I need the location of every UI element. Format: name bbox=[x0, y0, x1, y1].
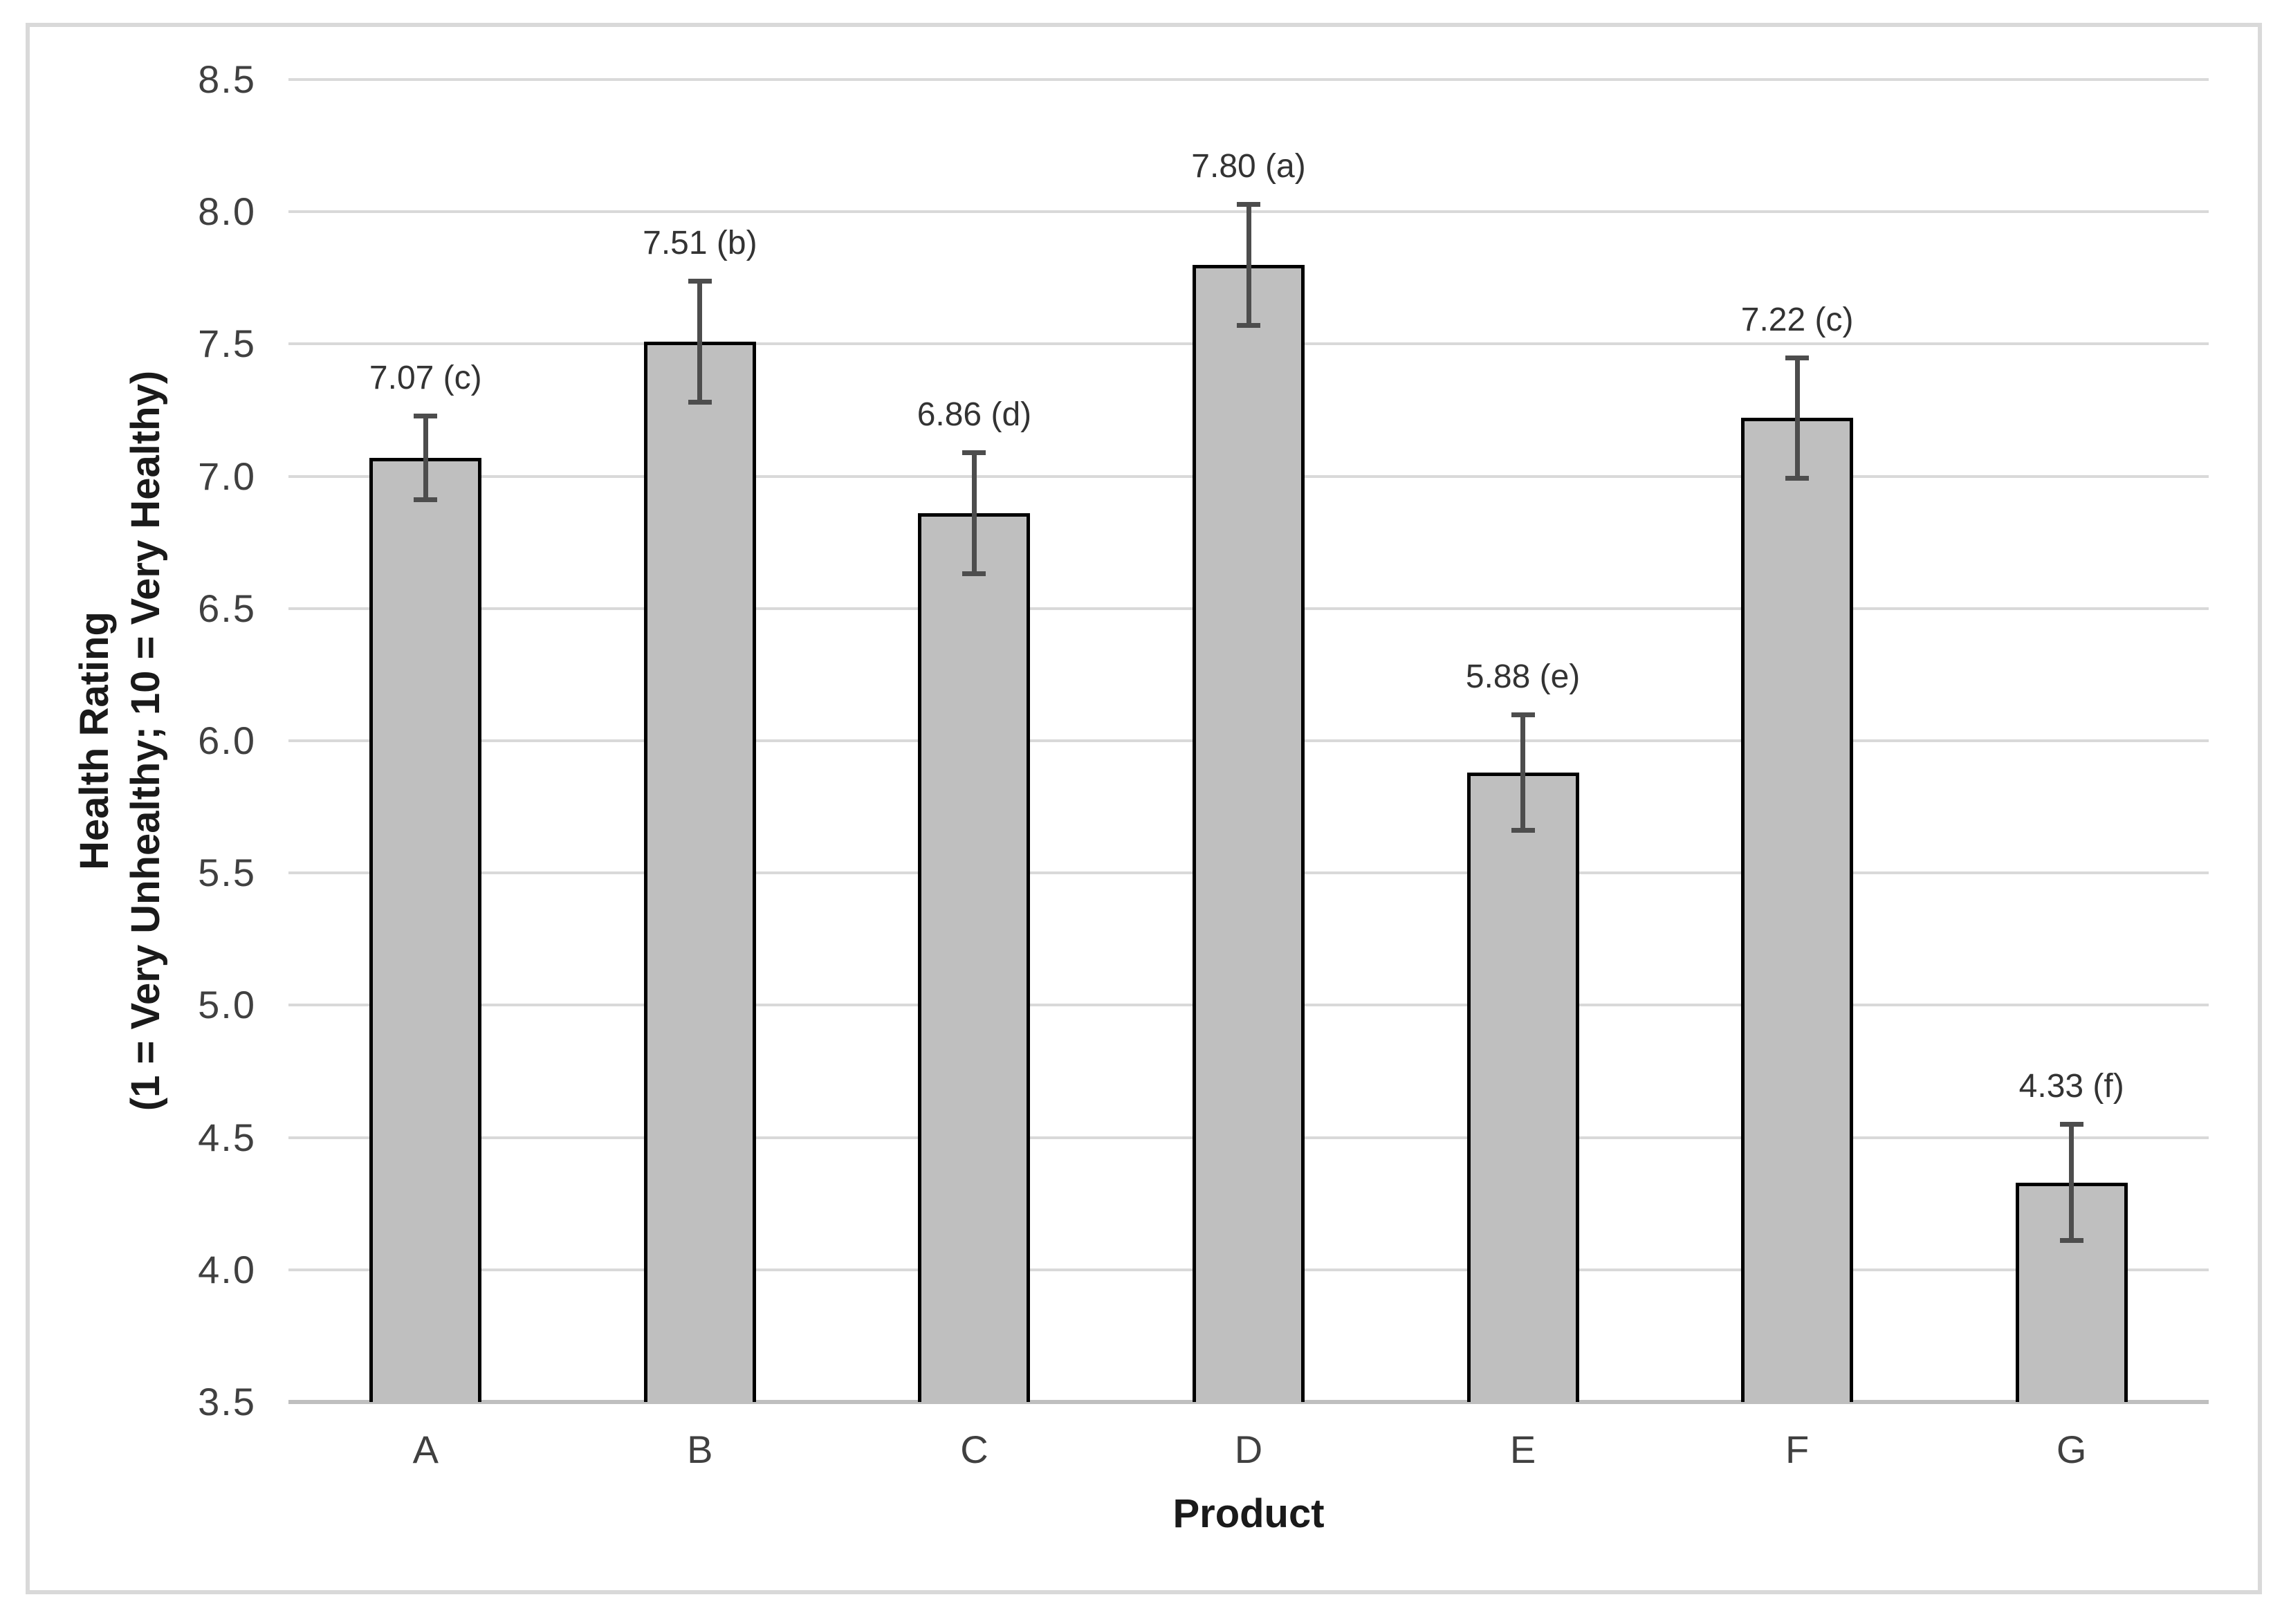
y-tick-label: 6.5 bbox=[198, 586, 256, 630]
bar-d bbox=[1193, 264, 1305, 1402]
y-tick-label: 8.5 bbox=[198, 57, 256, 101]
x-axis-line bbox=[288, 1400, 2209, 1404]
bar-f bbox=[1741, 418, 1854, 1402]
error-bar bbox=[1511, 712, 1535, 833]
bar-c bbox=[918, 513, 1031, 1402]
y-tick-label: 6.0 bbox=[198, 719, 256, 762]
bar-value-label: 5.88 (e) bbox=[1465, 658, 1581, 695]
error-bar-stem bbox=[697, 278, 703, 405]
y-tick-label: 3.5 bbox=[198, 1380, 256, 1423]
error-bar-stem bbox=[1794, 355, 1800, 481]
bar-a bbox=[369, 457, 482, 1402]
bar-value-label: 7.07 (c) bbox=[369, 359, 482, 396]
x-category-label: D bbox=[1234, 1428, 1263, 1471]
error-bar-stem bbox=[1520, 712, 1526, 833]
error-bar-stem bbox=[2069, 1122, 2074, 1243]
x-category-label: G bbox=[2056, 1428, 2087, 1471]
bar-e bbox=[1466, 772, 1579, 1402]
chart-outer-border bbox=[26, 23, 2262, 1594]
bar-value-label: 7.51 (b) bbox=[643, 224, 757, 261]
y-axis-title-line2: (1 = Very Unhealthy; 10 = Very Healthy) bbox=[123, 370, 168, 1111]
bar-value-label: 7.22 (c) bbox=[1740, 301, 1854, 338]
y-tick-label: 4.5 bbox=[198, 1115, 256, 1159]
y-tick-label: 5.5 bbox=[198, 851, 256, 895]
y-axis-title-line1: Health Rating bbox=[72, 611, 117, 870]
error-bar bbox=[1785, 355, 1810, 481]
x-axis-title: Product bbox=[1172, 1491, 1325, 1536]
bar-value-label: 4.33 (f) bbox=[2018, 1068, 2124, 1105]
gridline bbox=[288, 78, 2209, 81]
y-tick-label: 8.0 bbox=[198, 190, 256, 234]
y-axis-title: Health Rating (1 = Very Unhealthy; 10 = … bbox=[69, 80, 173, 1402]
bar-value-label: 6.86 (d) bbox=[917, 396, 1032, 434]
error-bar bbox=[1237, 201, 1260, 328]
y-tick-label: 7.0 bbox=[198, 454, 256, 498]
error-bar-stem bbox=[1246, 201, 1251, 328]
error-bar bbox=[2059, 1122, 2083, 1243]
error-bar bbox=[414, 413, 438, 502]
x-category-label: C bbox=[960, 1428, 988, 1471]
error-bar-stem bbox=[423, 413, 428, 502]
y-tick-label: 4.0 bbox=[198, 1247, 256, 1291]
x-category-label: A bbox=[412, 1428, 439, 1471]
bar-b bbox=[643, 341, 756, 1402]
y-tick-label: 5.0 bbox=[198, 983, 256, 1027]
y-tick-label: 7.5 bbox=[198, 322, 256, 366]
error-bar bbox=[962, 450, 986, 577]
x-category-label: E bbox=[1509, 1428, 1536, 1471]
bar-value-label: 7.80 (a) bbox=[1191, 147, 1306, 185]
x-category-label: B bbox=[687, 1428, 713, 1471]
error-bar-stem bbox=[971, 450, 977, 577]
x-category-label: F bbox=[1785, 1428, 1810, 1471]
error-bar bbox=[688, 278, 712, 405]
